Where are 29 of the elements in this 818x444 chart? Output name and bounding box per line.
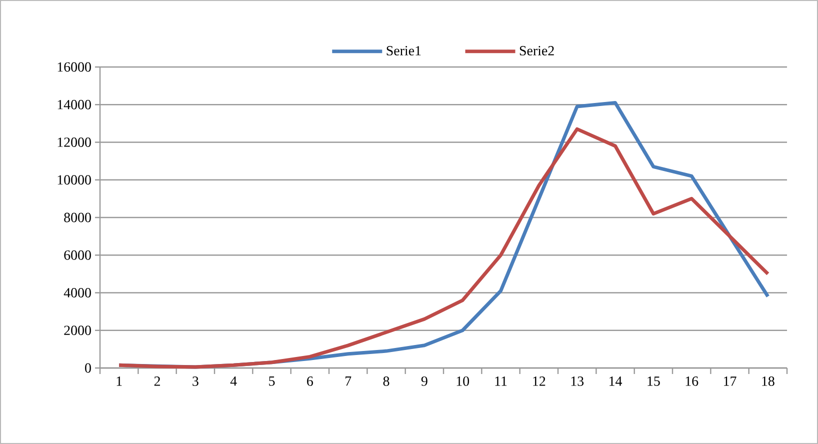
- x-tick-label: 7: [346, 376, 352, 386]
- x-tick-label: 1: [116, 376, 122, 386]
- x-tick-label: 18: [762, 376, 774, 386]
- x-tick-label: 10: [456, 376, 470, 386]
- y-tick-label: 6000: [64, 250, 91, 260]
- x-tick-label: 11: [495, 376, 507, 386]
- y-tick-label: 12000: [58, 138, 91, 147]
- x-tick-label: 2: [154, 376, 160, 386]
- y-tick-label: 14000: [58, 100, 91, 110]
- y-tick-label: 16000: [58, 62, 91, 72]
- x-tick-label: 17: [724, 376, 736, 386]
- legend-label: Serie2: [520, 46, 554, 56]
- x-tick-label: 16: [686, 376, 698, 386]
- x-tick-label: 15: [648, 376, 660, 386]
- y-tick-label: 2000: [64, 326, 91, 336]
- y-tick-label: 4000: [64, 288, 91, 298]
- x-tick-label: 6: [307, 376, 313, 386]
- x-tick-label: 12: [533, 376, 546, 386]
- x-tick-label: 3: [192, 376, 198, 386]
- x-tick-label: 4: [230, 376, 237, 386]
- x-tick-label: 8: [383, 376, 390, 386]
- y-tick-label: 0: [85, 363, 91, 373]
- legend-label: Serie1: [386, 46, 421, 56]
- x-tick-label: 13: [571, 376, 584, 386]
- x-tick-label: 9: [421, 376, 428, 386]
- x-tick-label: 14: [610, 376, 622, 386]
- y-tick-label: 10000: [58, 175, 91, 185]
- x-tick-label: 5: [269, 376, 275, 386]
- y-tick-label: 8000: [64, 212, 91, 222]
